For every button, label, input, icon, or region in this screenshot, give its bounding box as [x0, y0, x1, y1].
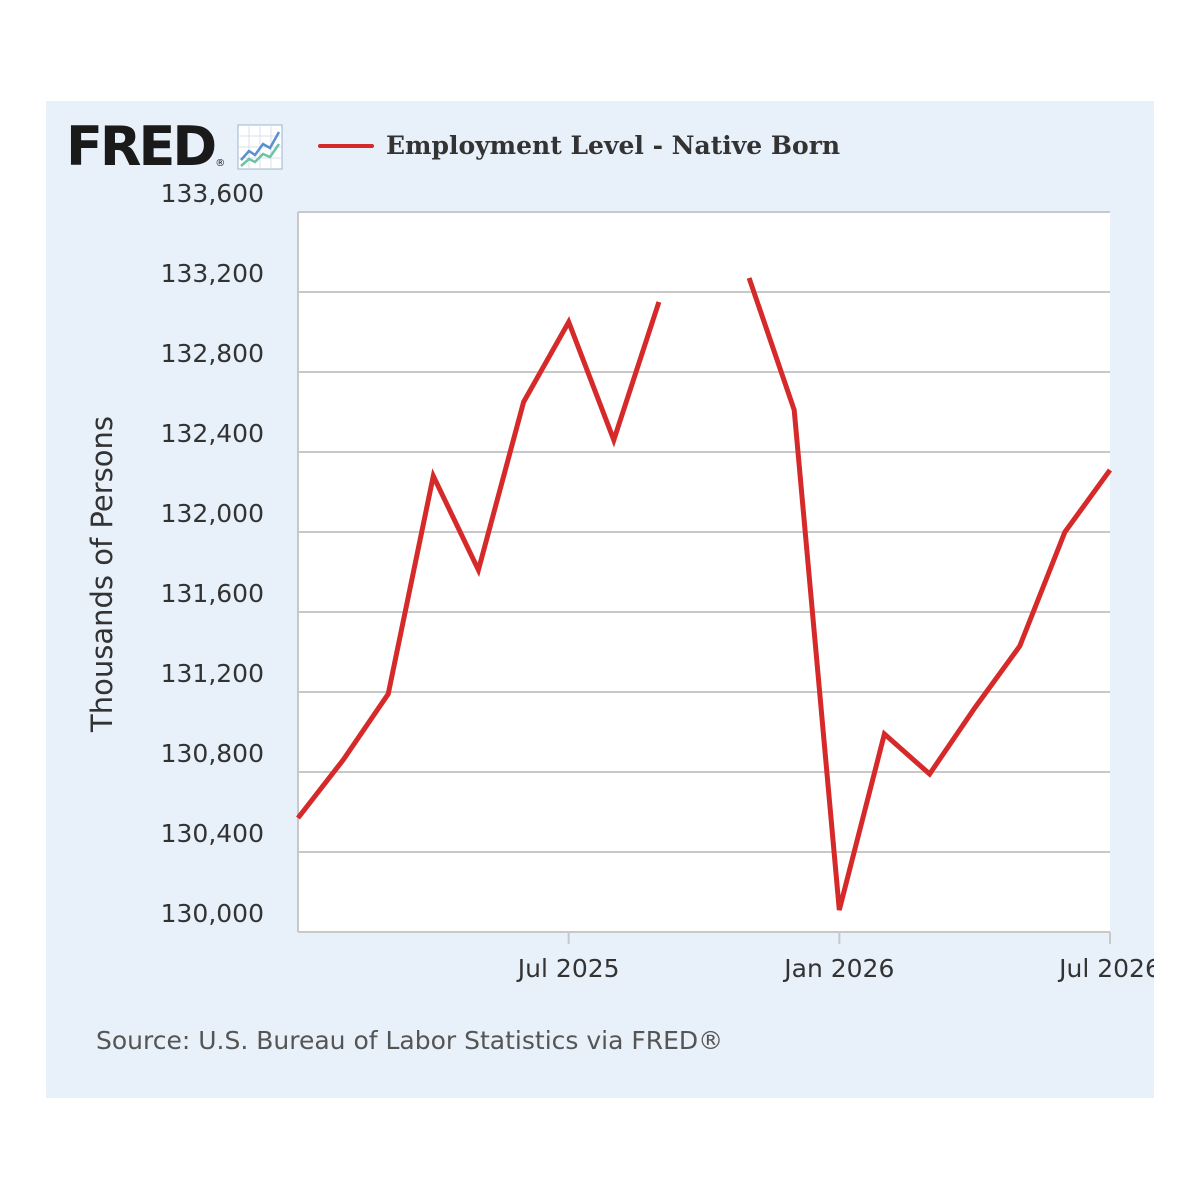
data-point[interactable] — [518, 396, 530, 408]
series-layer — [292, 272, 1116, 916]
series-line[interactable] — [746, 277, 1113, 911]
data-point[interactable] — [608, 434, 620, 446]
data-point[interactable] — [1104, 464, 1116, 476]
data-point[interactable] — [788, 404, 800, 416]
data-point[interactable] — [653, 296, 665, 308]
data-point[interactable] — [382, 688, 394, 700]
line-chart-icon — [237, 124, 283, 170]
y-tick-label: 133,600 — [161, 179, 264, 208]
x-tick-label: Jul 2025 — [516, 954, 620, 983]
data-point[interactable] — [1014, 640, 1026, 652]
fred-logo[interactable]: FRED ® — [66, 117, 283, 177]
logo-registered-mark: ® — [215, 158, 226, 169]
x-tick-label: Jan 2026 — [782, 954, 894, 983]
logo-text: FRED — [66, 115, 217, 178]
series-line[interactable] — [296, 301, 662, 820]
chart-card: FRED ® Employment Level - Native Born 13… — [46, 101, 1154, 1098]
line-chart: 130,000 130,400 130,800 131,200 131,600 132,0… — [85, 179, 1154, 983]
data-point[interactable] — [924, 768, 936, 780]
data-point[interactable] — [969, 702, 981, 714]
gridlines — [297, 211, 1110, 933]
data-point[interactable] — [472, 564, 484, 576]
data-point[interactable] — [427, 470, 439, 482]
source-note: Source: U.S. Bureau of Labor Statistics … — [96, 1026, 724, 1055]
data-point[interactable] — [833, 904, 845, 916]
y-tick-label: 132,400 — [161, 419, 264, 448]
y-tick-label: 131,200 — [161, 659, 264, 688]
y-tick-label: 133,200 — [161, 259, 264, 288]
y-tick-label: 132,800 — [161, 339, 264, 368]
x-tick-label: Jul 2026 — [1057, 954, 1154, 983]
data-point[interactable] — [563, 316, 575, 328]
y-axis-label: Thousands of Persons — [85, 416, 119, 733]
plot-area — [298, 212, 1110, 932]
y-tick-label: 130,400 — [161, 819, 264, 848]
y-tick-label: 130,800 — [161, 739, 264, 768]
y-tick-label: 130,000 — [161, 899, 264, 928]
y-axis-ticks: 130,000 130,400 130,800 131,200 131,600 132,0… — [161, 179, 264, 928]
legend-swatch — [318, 143, 374, 148]
y-tick-label: 132,000 — [161, 499, 264, 528]
data-point[interactable] — [743, 272, 755, 284]
data-point[interactable] — [878, 728, 890, 740]
chart-legend[interactable]: Employment Level - Native Born — [318, 131, 840, 160]
data-point[interactable] — [292, 812, 304, 824]
data-point[interactable] — [1059, 526, 1071, 538]
data-point[interactable] — [337, 754, 349, 766]
y-tick-label: 131,600 — [161, 579, 264, 608]
legend-label: Employment Level - Native Born — [386, 131, 841, 160]
x-axis-ticks: Jul 2025 Jan 2026 Jul 2026 — [516, 932, 1154, 983]
